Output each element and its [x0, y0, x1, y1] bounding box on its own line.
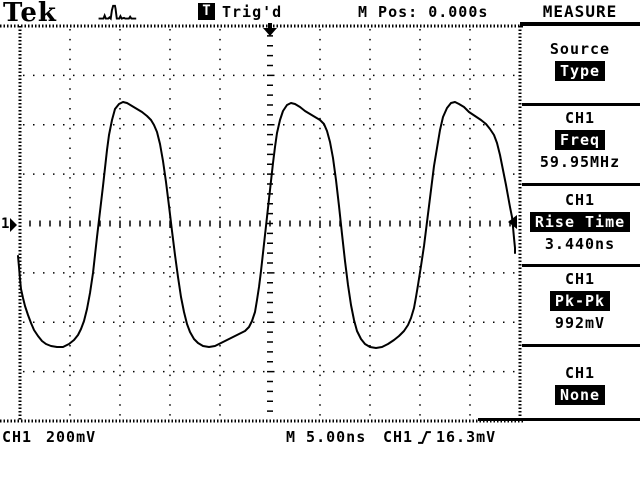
menu-selected-option[interactable]: Freq	[554, 130, 606, 150]
menu-selected-option[interactable]: Pk-Pk	[549, 291, 611, 311]
menu-ch1-rise-time[interactable]: CH1 Rise Time 3.440ns	[521, 186, 639, 270]
channel1-ref-label: 1	[1, 216, 11, 232]
trigger-slope-rising-icon	[418, 431, 431, 444]
menu-ch1-freq[interactable]: CH1 Freq 59.95MHz	[521, 106, 639, 187]
horizontal-position-readout: M Pos: 0.000s	[358, 3, 489, 21]
menu-readout: 3.440ns	[544, 235, 616, 253]
menu-separator	[522, 344, 640, 347]
menu-heading: Source	[549, 40, 611, 58]
trigger-status: Trig'd	[222, 3, 283, 21]
menu-heading: CH1	[564, 270, 596, 288]
trigger-badge-icon: T	[198, 3, 215, 20]
menu-selected-option[interactable]: None	[554, 385, 606, 405]
menu-readout: 992mV	[554, 314, 606, 332]
trigger-source-readout: CH1	[383, 428, 414, 446]
tek-logo: Tek	[3, 0, 57, 28]
menu-readout: 59.95MHz	[539, 153, 621, 171]
menu-heading: CH1	[564, 191, 596, 209]
menu-separator	[522, 103, 640, 106]
menu-separator	[522, 264, 640, 267]
trigger-level-readout: 16.3mV	[436, 428, 497, 446]
menu-ch1-pk-pk[interactable]: CH1 Pk-Pk 992mV	[521, 267, 639, 348]
menu-title-underline	[520, 22, 640, 26]
channel-readout-label: CH1	[2, 428, 33, 446]
menu-heading: CH1	[564, 109, 596, 127]
menu-title: MEASURE	[542, 2, 618, 21]
menu-ch1-none[interactable]: CH1 None	[521, 347, 639, 436]
menu-bottom-line	[478, 418, 640, 421]
vertical-scale-readout: 200mV	[46, 428, 97, 446]
timebase-readout: M 5.00ns	[286, 428, 367, 446]
menu-heading: CH1	[564, 364, 596, 382]
acquire-waveform-icon	[98, 4, 137, 21]
menu-separator	[522, 183, 640, 186]
menu-selected-option[interactable]: Rise Time	[529, 212, 631, 232]
menu-selected-option[interactable]: Type	[554, 61, 606, 81]
menu-source-type[interactable]: Source Type	[521, 28, 639, 116]
